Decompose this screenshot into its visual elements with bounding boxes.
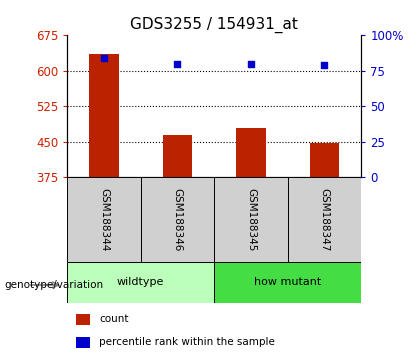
Text: GSM188347: GSM188347 [320, 188, 329, 251]
Point [101, 55, 108, 61]
Point [248, 61, 255, 67]
Text: how mutant: how mutant [254, 277, 321, 287]
Text: wildtype: wildtype [117, 277, 164, 287]
FancyBboxPatch shape [67, 177, 141, 262]
Bar [236, 129, 266, 177]
Title: GDS3255 / 154931_at: GDS3255 / 154931_at [130, 16, 298, 33]
Text: count: count [99, 314, 129, 325]
Bar [76, 314, 90, 325]
Point [321, 62, 328, 68]
Bar [310, 143, 339, 177]
Point [174, 61, 181, 67]
Bar [163, 136, 192, 177]
FancyBboxPatch shape [214, 262, 361, 303]
FancyBboxPatch shape [141, 177, 214, 262]
Bar [76, 337, 90, 348]
Text: genotype/variation: genotype/variation [4, 280, 103, 290]
Bar [89, 54, 119, 177]
Text: GSM188344: GSM188344 [99, 188, 109, 251]
FancyBboxPatch shape [67, 262, 214, 303]
Text: GSM188345: GSM188345 [246, 188, 256, 251]
Text: GSM188346: GSM188346 [173, 188, 182, 251]
FancyBboxPatch shape [288, 177, 361, 262]
Text: percentile rank within the sample: percentile rank within the sample [99, 337, 275, 348]
FancyBboxPatch shape [214, 177, 288, 262]
